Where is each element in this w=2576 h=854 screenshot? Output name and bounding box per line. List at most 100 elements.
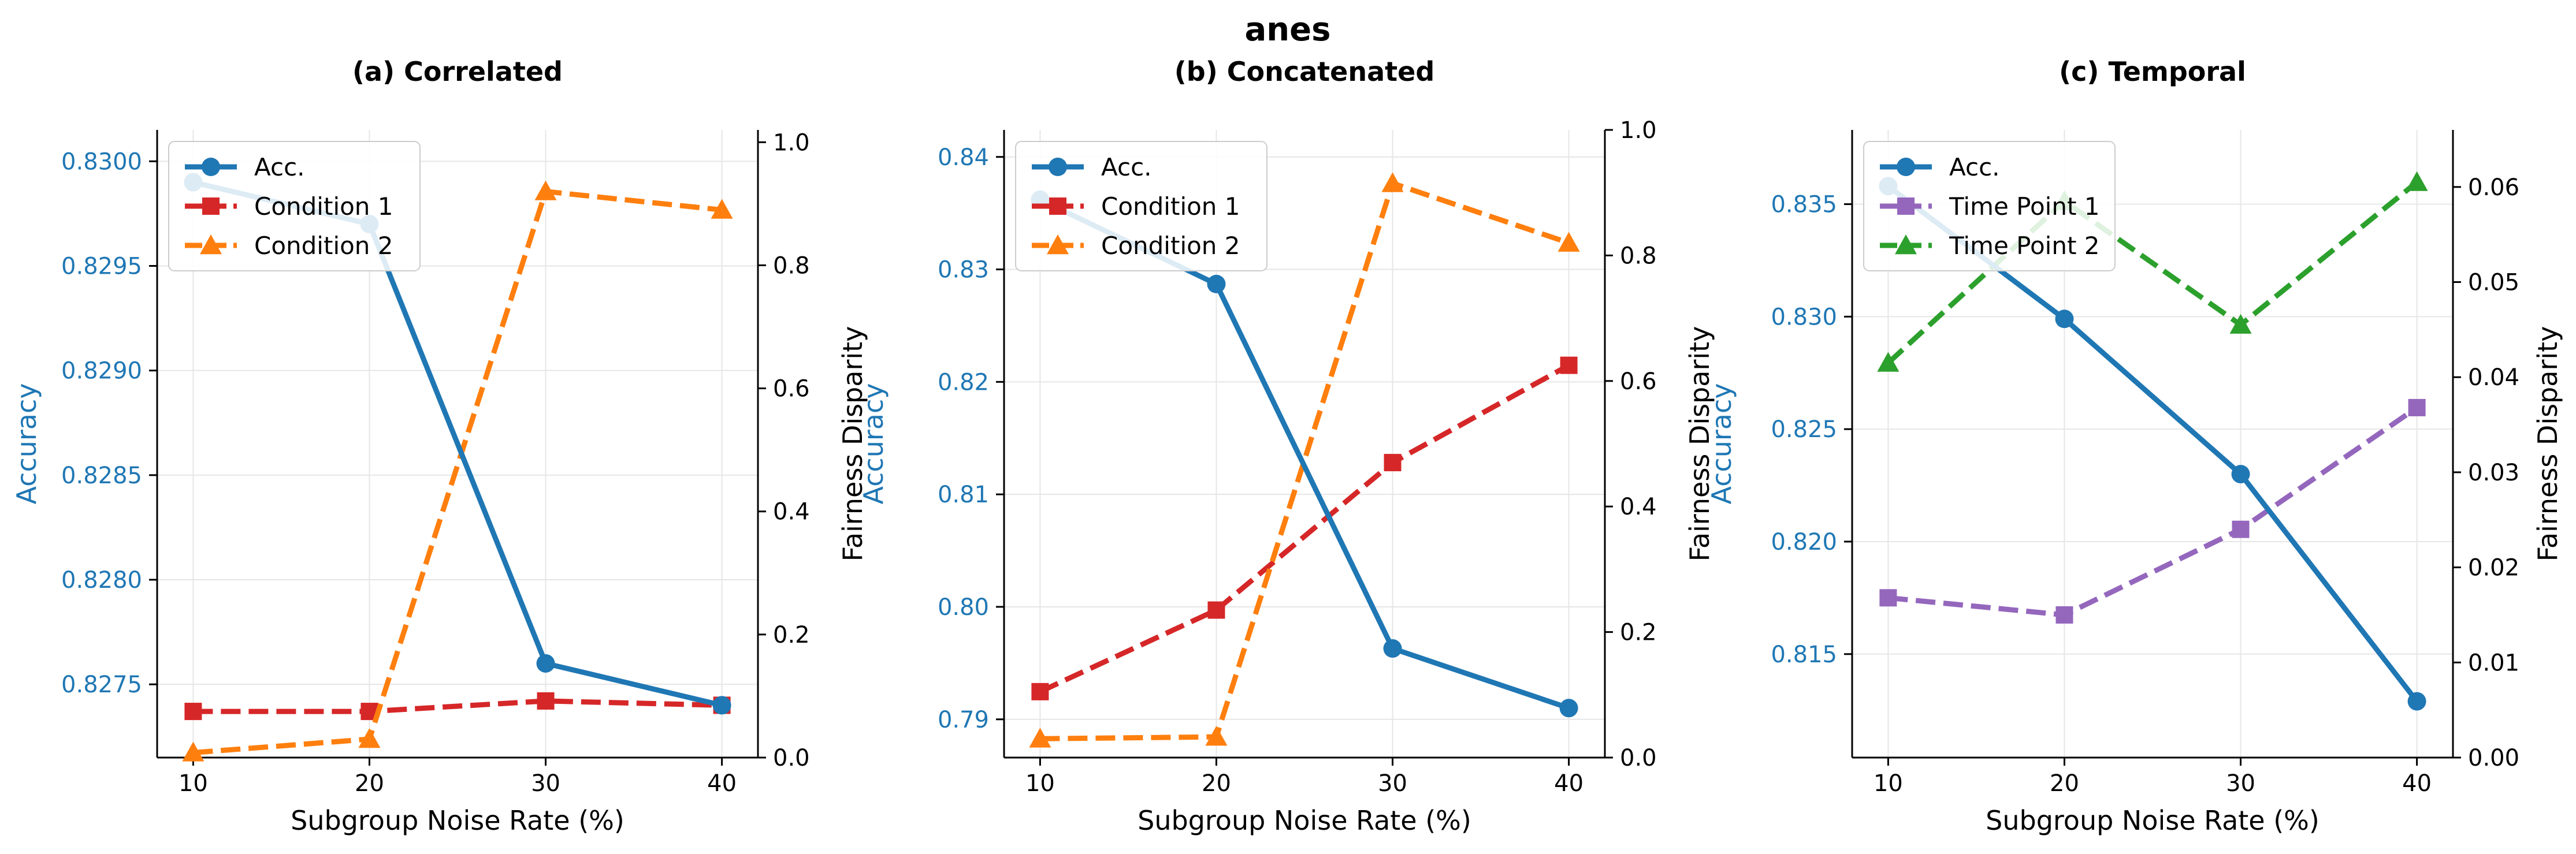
x-tick-label: 20 [2050,770,2079,797]
y-tick-label: 0.8285 [61,463,142,489]
data-point [1559,699,1578,718]
figure-title: anes [1245,11,1331,49]
y-tick-label: 0.80 [938,594,989,621]
x-tick-label: 40 [1554,770,1583,797]
data-point [1383,639,1402,658]
x-axis-label: Subgroup Noise Rate (%) [1986,805,2319,836]
data-point [2408,398,2426,416]
data-point [534,180,557,200]
legend-box [1015,141,1267,271]
series-line [193,698,722,714]
y2-tick-label: 0.4 [1620,494,1657,520]
y-tick-label: 0.825 [1771,416,1837,443]
legend-label: Condition 1 [254,192,393,221]
data-point [536,654,555,673]
legend-marker [1047,234,1069,255]
y-tick-label: 0.8300 [61,148,142,175]
data-point [358,728,381,748]
legend-marker [200,234,222,255]
series-line [1040,180,1570,741]
data-point [2232,520,2250,538]
y2-tick-label: 0.0 [1620,745,1657,771]
x-tick-label: 10 [179,770,208,797]
chart-title: (b) Concatenated [1174,56,1435,87]
chart-panel-1: 10 20 30 40 0.8275 0.8280 0.8285 0.8290 0.8295 0.… [11,56,868,836]
series-time-point-1 [1879,398,2426,624]
legend-label: Condition 2 [254,232,393,260]
data-point [1558,232,1580,252]
series-condition-2 [182,180,733,762]
y2-tick-label: 1.0 [1620,117,1657,144]
data-point [1031,683,1049,700]
legend-label: Acc. [254,153,305,181]
data-point [184,703,202,721]
x-axis-label: Subgroup Noise Rate (%) [1138,805,1471,836]
legend-label: Time Point 1 [1949,192,2100,221]
y-tick-label: 0.83 [938,257,989,284]
y2-axis-label: Fairness Disparity [837,326,868,562]
data-point [1381,172,1404,192]
series-line [193,189,723,755]
data-point [711,199,733,219]
y2-tick-label: 0.05 [2468,270,2519,296]
legend-marker [1049,197,1066,215]
y2-axis-label: Fairness Disparity [2532,326,2563,562]
data-point [1207,601,1225,619]
y-tick-label: 0.815 [1771,642,1837,668]
y2-tick-label: 1.0 [773,129,810,156]
y-tick-label: 0.84 [938,144,989,171]
series-line [1887,405,2419,618]
legend-label: Condition 1 [1101,192,1240,221]
data-point [1207,274,1226,293]
legend-marker [1897,197,1915,215]
legend-marker [1897,158,1915,176]
y-tick-label: 0.81 [938,482,989,508]
series-condition-1 [1031,356,1578,700]
y2-axis-label: Fairness Disparity [1684,326,1715,562]
data-point [2229,314,2252,334]
data-point [1560,356,1578,374]
x-tick-label: 30 [2226,770,2255,797]
legend-marker [202,158,220,176]
chart-panel-2: 10 20 30 40 0.79 0.80 0.81 0.82 0.83 0.84 0.0 0.2 0.… [858,56,1715,836]
y-tick-label: 0.820 [1771,529,1837,555]
data-point [1205,726,1228,746]
panels: 10 20 30 40 0.8275 0.8280 0.8285 0.8290 0.8295 0.… [11,56,2563,836]
legend-label: Condition 2 [1101,232,1240,260]
data-point [182,741,205,762]
y2-tick-label: 0.02 [2468,555,2519,581]
y-axis-label: Accuracy [11,383,42,504]
legend-label: Acc. [1101,153,1152,181]
data-point [2407,692,2426,711]
series-line [1886,180,2419,365]
legend-marker [1049,158,1067,176]
data-point [537,692,555,710]
y2-tick-label: 0.6 [773,376,810,402]
data-point [2231,465,2250,484]
series-condition-2 [1029,172,1580,748]
y-tick-label: 0.8280 [61,567,142,594]
y2-tick-label: 0.06 [2468,174,2519,201]
y-axis-label: Accuracy [858,383,889,504]
y2-tick-label: 0.4 [773,499,810,525]
data-point [1877,352,1900,372]
legend-label: Acc. [1949,153,2000,181]
y2-tick-label: 0.03 [2468,460,2519,486]
legend-marker [202,197,220,215]
x-tick-label: 10 [1874,770,1903,797]
data-point [1879,589,1897,607]
y-tick-label: 0.8290 [61,358,142,385]
data-point [2055,606,2073,624]
chart-title: (a) Correlated [352,56,563,87]
y-tick-label: 0.830 [1771,304,1837,330]
y2-tick-label: 0.8 [773,252,810,279]
data-point [1029,728,1051,748]
y2-tick-label: 0.6 [1620,368,1657,395]
x-tick-label: 20 [355,770,384,797]
y2-tick-label: 0.8 [1620,243,1657,269]
x-tick-label: 30 [531,770,560,797]
legend-label: Time Point 2 [1949,232,2100,260]
data-point [712,696,731,715]
y2-tick-label: 0.0 [773,745,810,771]
